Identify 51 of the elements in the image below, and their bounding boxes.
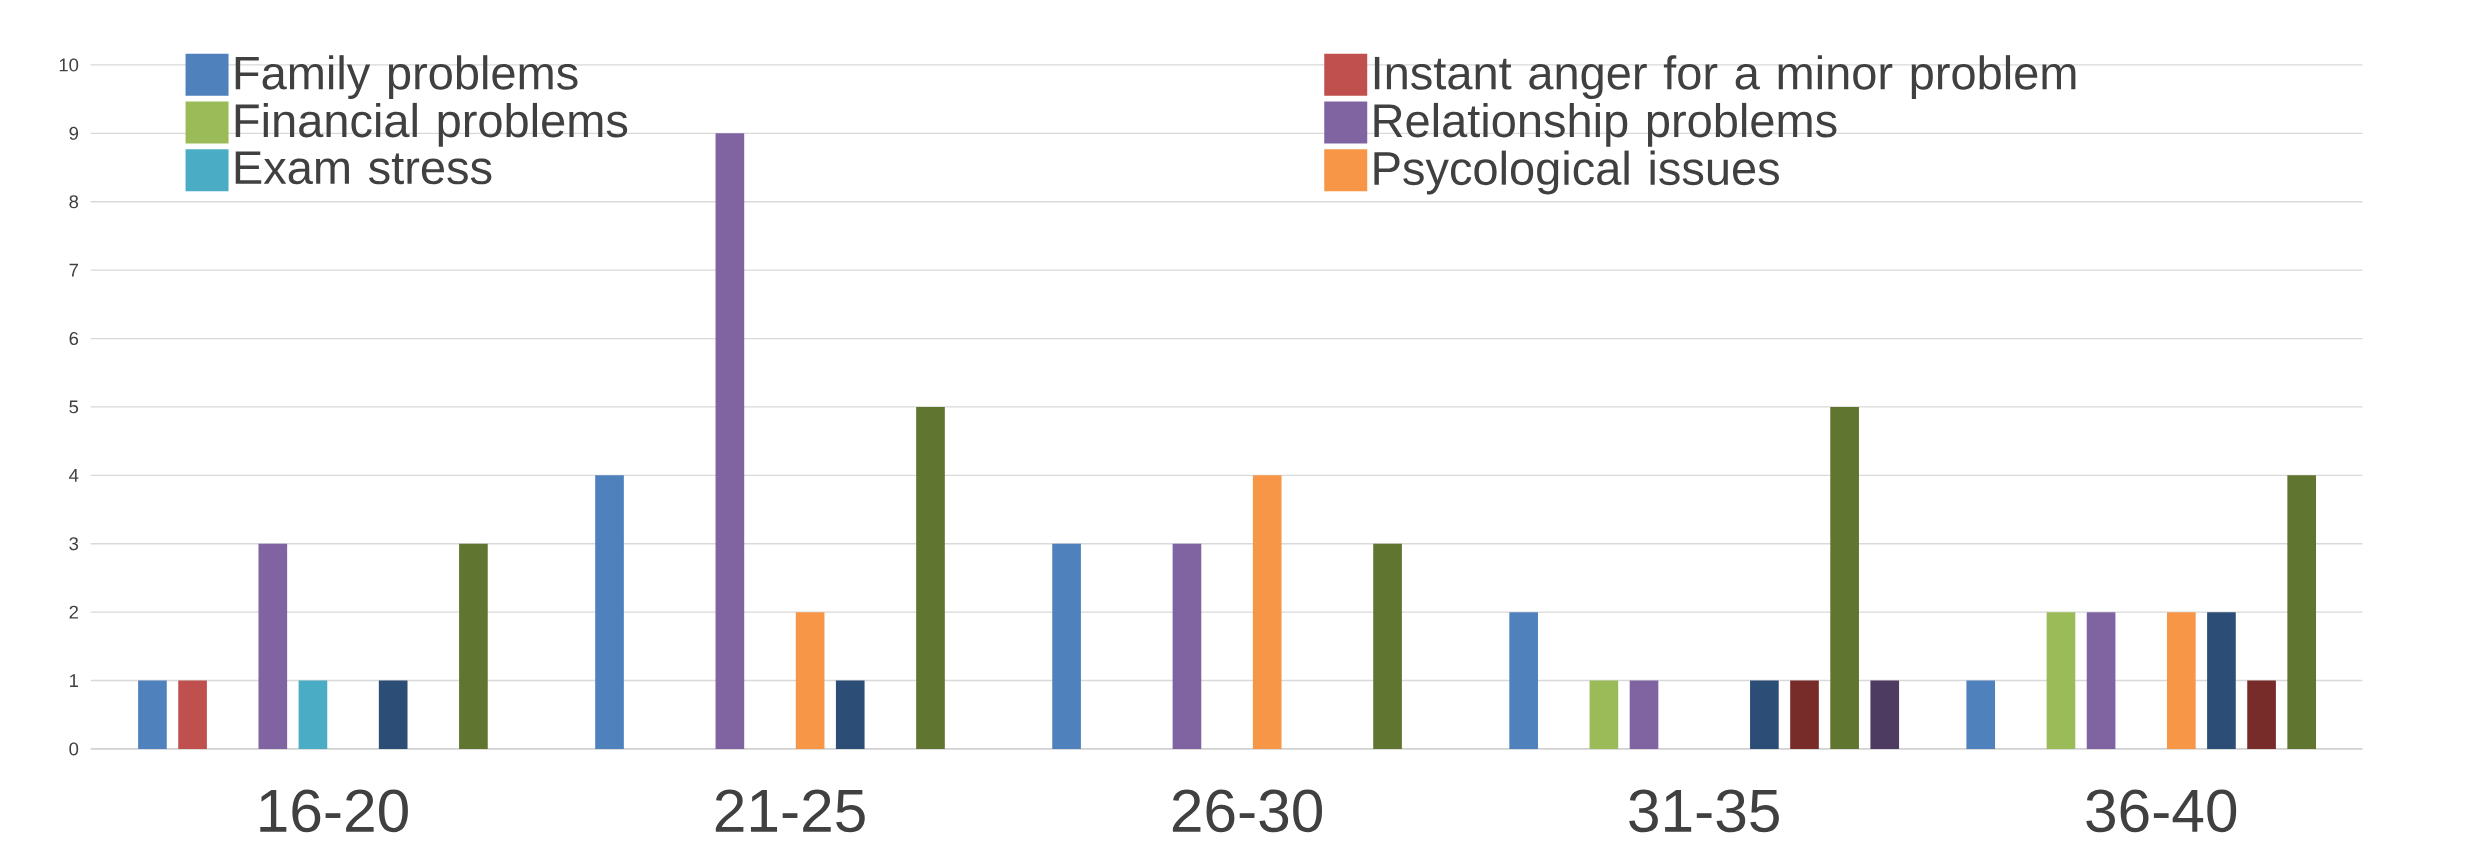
y-tick-label: 6 xyxy=(69,331,79,345)
legend-label: Financial problems xyxy=(235,102,628,147)
bar xyxy=(178,680,207,749)
bar xyxy=(1870,680,1900,749)
x-tick-label: 26-30 xyxy=(1172,789,1323,832)
bar xyxy=(298,680,328,749)
bar xyxy=(2247,680,2276,749)
legend-label: Family problems xyxy=(235,54,578,99)
bar xyxy=(715,133,745,749)
bar xyxy=(795,611,825,749)
y-tick-label: 7 xyxy=(69,263,78,277)
y-tick-label: 5 xyxy=(69,400,79,414)
bar xyxy=(1966,680,1996,749)
y-tick-label: 9 xyxy=(69,126,79,140)
bar xyxy=(1052,543,1081,749)
y-tick-label: 3 xyxy=(69,536,79,551)
bar xyxy=(2086,611,2116,749)
bar xyxy=(2207,611,2236,749)
bar xyxy=(835,680,865,749)
x-tick-label: 31-35 xyxy=(1629,789,1779,832)
bar xyxy=(378,680,408,749)
bar xyxy=(1629,680,1659,749)
y-tick-label: 4 xyxy=(69,468,79,482)
bar xyxy=(1589,680,1619,749)
bar xyxy=(2046,611,2076,749)
bar xyxy=(1252,475,1282,749)
bar xyxy=(258,543,288,749)
y-tick-label: 1 xyxy=(70,673,78,687)
bar xyxy=(1509,611,1538,749)
y-tick-label: 10 xyxy=(59,58,79,72)
bar xyxy=(138,680,167,749)
bar xyxy=(1373,543,1402,749)
bar xyxy=(1750,680,1779,749)
x-tick-label: 21-25 xyxy=(715,789,865,832)
legend-label: Psycological issues xyxy=(1374,150,1779,195)
bar xyxy=(916,406,945,749)
legend-label: Relationship problems xyxy=(1374,102,1837,147)
bar xyxy=(595,475,624,749)
y-tick-label: 8 xyxy=(69,194,79,209)
y-tick-label: 2 xyxy=(69,605,78,619)
bar xyxy=(1830,406,1859,749)
bar xyxy=(2287,475,2317,749)
x-tick-label: 36-40 xyxy=(2086,789,2237,832)
y-tick-label: 0 xyxy=(69,742,79,756)
bar xyxy=(2166,611,2196,749)
bar xyxy=(1172,543,1202,749)
legend-label: Instant anger for a minor problem xyxy=(1374,54,2076,99)
x-tick-label: 16-20 xyxy=(260,789,408,832)
bar xyxy=(459,543,488,749)
legend-label: Exam stress xyxy=(235,151,492,185)
bar xyxy=(1790,680,1819,749)
